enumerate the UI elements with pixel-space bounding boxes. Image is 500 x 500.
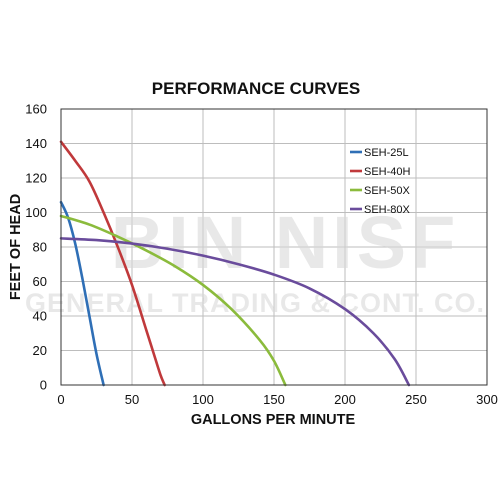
y-tick-label: 80 [33, 240, 47, 255]
x-tick-label: 250 [405, 392, 427, 407]
y-tick-label: 20 [33, 343, 47, 358]
x-tick-label: 100 [192, 392, 214, 407]
series-layer [59, 140, 411, 387]
watermark-line-1: BIN NISF [111, 201, 460, 284]
y-tick-label: 60 [33, 274, 47, 289]
series-line-seh-50x [59, 214, 287, 387]
legend-label-seh-80x: SEH-80X [364, 204, 411, 216]
y-tick-label: 160 [25, 102, 47, 117]
chart-title: PERFORMANCE CURVES [152, 79, 360, 98]
x-tick-label: 50 [125, 392, 139, 407]
x-tick-label: 150 [263, 392, 285, 407]
y-axis-label: FEET OF HEAD [8, 194, 24, 300]
series-line-seh-80x [59, 237, 411, 387]
x-axis-label: GALLONS PER MINUTE [191, 412, 356, 428]
series-line-seh-40h [59, 140, 166, 387]
y-tick-labels: 0 20 40 60 80 100 120 140 160 [25, 102, 47, 393]
watermark-line-2: GENERAL TRADING & CONT. CO. [25, 288, 485, 318]
watermark: BIN NISF GENERAL TRADING & CONT. CO. [25, 201, 485, 318]
x-tick-label: 300 [476, 392, 498, 407]
legend-label-seh-40h: SEH-40H [364, 166, 411, 178]
x-tick-label: 0 [57, 392, 64, 407]
y-tick-label: 140 [25, 136, 47, 151]
y-tick-label: 40 [33, 309, 47, 324]
x-tick-label: 200 [334, 392, 356, 407]
plot-frame [60, 108, 488, 386]
y-tick-label: 100 [25, 205, 47, 220]
x-tick-labels: 0 50 100 150 200 250 300 [57, 392, 497, 407]
legend-label-seh-50x: SEH-50X [364, 185, 411, 197]
legend-label-seh-25l: SEH-25L [364, 147, 409, 159]
y-tick-label: 0 [40, 378, 47, 393]
y-tick-label: 120 [25, 171, 47, 186]
legend: SEH-25L SEH-40H SEH-50X SEH-80X [350, 147, 411, 216]
